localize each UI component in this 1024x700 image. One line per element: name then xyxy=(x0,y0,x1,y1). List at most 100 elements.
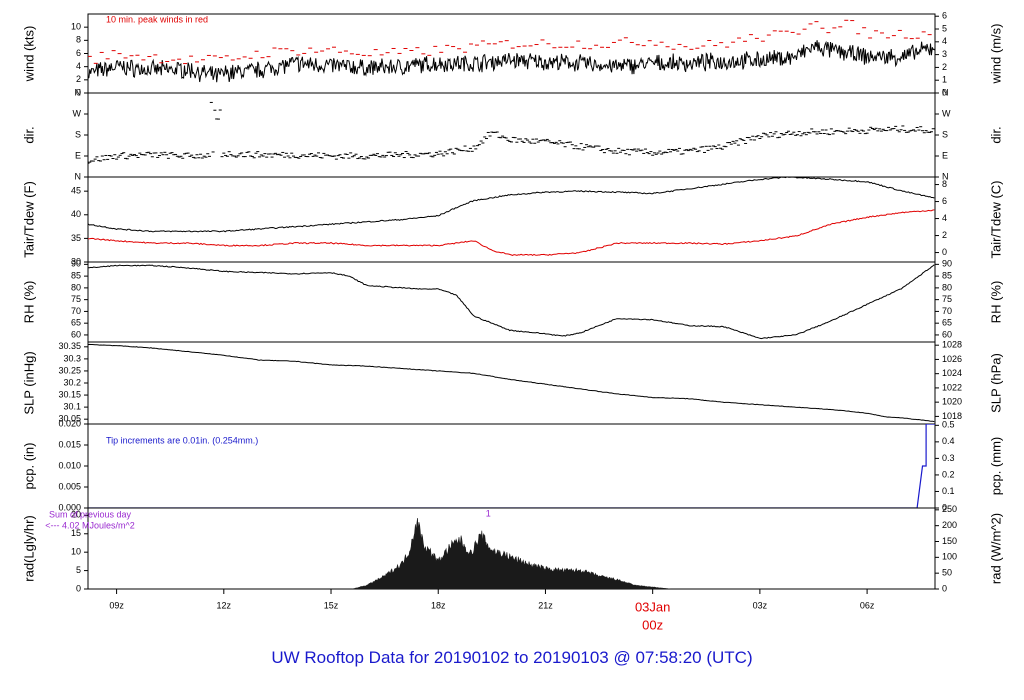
pcp-right-tick-label: 0.1 xyxy=(942,486,955,496)
dir-panel-frame xyxy=(87,92,936,178)
wind-left-tick-label: 6 xyxy=(76,48,81,58)
rad-ylabel-right: rad (W/m^2) xyxy=(988,513,1003,584)
wind-left-tick-label: 10 xyxy=(71,22,81,32)
rh-left-tick-label: 80 xyxy=(71,282,81,292)
temp-left-tick-label: 45 xyxy=(71,186,81,196)
temp-right-tick-label: 2 xyxy=(942,230,947,240)
pcp-annotation: Tip increments are 0.01in. (0.254mm.) xyxy=(106,435,258,445)
pcp-left-tick-label: 0.015 xyxy=(58,439,81,449)
pcp-left-tick-label: 0.020 xyxy=(58,418,81,428)
slp-left-tick-label: 30.3 xyxy=(63,353,81,363)
wind-right-tick-label: 3 xyxy=(942,49,947,59)
wind-right-tick-label: 1 xyxy=(942,75,947,85)
dir-ylabel-right: dir. xyxy=(988,126,1003,143)
rh-right-tick-label: 90 xyxy=(942,259,952,269)
slp-right-tick-label: 1028 xyxy=(942,340,962,350)
slp-left-tick-label: 30.15 xyxy=(58,389,81,399)
rh-right-tick-label: 60 xyxy=(942,329,952,339)
temp-ylabel-right: Tair/Tdew (C) xyxy=(988,180,1003,258)
rh-plot xyxy=(88,264,935,340)
temp-series-Tdew xyxy=(88,209,935,257)
pcp-right-tick-label: 0.2 xyxy=(942,469,955,479)
figure-title: UW Rooftop Data for 20190102 to 20190103… xyxy=(271,648,753,667)
pcp-series-0 xyxy=(88,424,935,508)
wind-annotation: 10 min. peak winds in red xyxy=(106,14,208,24)
dir-left-tick-label: N xyxy=(75,87,82,97)
wind-ylabel-left: wind (kts) xyxy=(21,26,36,83)
rad-left-tick-label: 0 xyxy=(76,583,81,593)
slp-right-tick-label: 1020 xyxy=(942,397,962,407)
x-tick-label: 12z xyxy=(217,600,232,610)
dir-right-tick-label: N xyxy=(942,87,949,97)
rh-left-tick-label: 60 xyxy=(71,329,81,339)
dir-right-tick-label: S xyxy=(942,129,948,139)
temp-left-tick-label: 35 xyxy=(71,233,81,243)
temp-plot xyxy=(88,177,935,257)
temp-ylabel-left: Tair/Tdew (F) xyxy=(21,181,36,258)
rad-right-tick-label: 0 xyxy=(942,583,947,593)
x-tick-label: 09z xyxy=(109,600,124,610)
wind-left-tick-label: 0 xyxy=(76,87,81,97)
dir-left-tick-label: N xyxy=(75,171,82,181)
pcp-plot xyxy=(88,424,935,508)
dir-ylabel-left: dir. xyxy=(21,126,36,143)
temp-series-Tair xyxy=(88,177,935,233)
temp-right-tick-label: 4 xyxy=(942,213,947,223)
wind-right-tick-label: 0 xyxy=(942,87,947,97)
wind-right-tick-label: 2 xyxy=(942,62,947,72)
rad-annotation-bottom: <--- 4.02 MJoules/m^2 xyxy=(45,520,135,530)
x-tick-label: 18z xyxy=(431,600,446,610)
temp-right-tick-label: 8 xyxy=(942,179,947,189)
wind-left-tick-label: 4 xyxy=(76,61,81,71)
rad-marker-label: 1 xyxy=(486,508,491,518)
dir-right-tick-label: E xyxy=(942,150,948,160)
rad-right-tick-label: 250 xyxy=(942,504,957,514)
slp-plot xyxy=(88,343,935,423)
rad-left-tick-label: 15 xyxy=(71,528,81,538)
slp-left-tick-label: 30.35 xyxy=(58,341,81,351)
wind-ylabel-right: wind (m/s) xyxy=(988,24,1003,85)
pcp-right-tick-label: 0.3 xyxy=(942,453,955,463)
rad-right-tick-label: 150 xyxy=(942,536,957,546)
rad-left-tick-label: 10 xyxy=(71,547,81,557)
slp-left-tick-label: 30.1 xyxy=(63,401,81,411)
rh-right-tick-label: 80 xyxy=(942,282,952,292)
dir-right-tick-label: W xyxy=(942,108,951,118)
pcp-left-tick-label: 0.005 xyxy=(58,481,81,491)
rh-right-tick-label: 75 xyxy=(942,294,952,304)
wind-panel-frame xyxy=(87,13,936,94)
rad-left-tick-label: 20 xyxy=(71,510,81,520)
wind-plot xyxy=(88,19,935,83)
rh-left-tick-label: 70 xyxy=(71,306,81,316)
dir-left-tick-label: E xyxy=(75,150,81,160)
rad-series-0 xyxy=(352,517,671,589)
temp-right-tick-label: 0 xyxy=(942,247,947,257)
x-tick-label: 06z xyxy=(860,600,875,610)
slp-series-0 xyxy=(88,343,935,423)
rad-ylabel-left: rad(Lgly/hr) xyxy=(21,515,36,581)
pcp-ylabel-right: pcp. (mm) xyxy=(988,437,1003,496)
pcp-right-tick-label: 0 xyxy=(942,502,947,512)
rad-right-tick-label: 100 xyxy=(942,552,957,562)
rad-annotation-top: Sum of previous day xyxy=(49,509,132,519)
dir-left-tick-label: W xyxy=(73,108,82,118)
slp-left-tick-label: 30.05 xyxy=(58,414,81,424)
slp-ylabel-right: SLP (hPa) xyxy=(988,353,1003,413)
day-marker-label: 03Jan xyxy=(635,599,670,614)
rh-left-tick-label: 90 xyxy=(71,259,81,269)
slp-ylabel-left: SLP (inHg) xyxy=(21,351,36,414)
dir-right-tick-label: N xyxy=(942,171,949,181)
wind-right-tick-label: 6 xyxy=(942,11,947,21)
rad-right-tick-label: 200 xyxy=(942,520,957,530)
wind-series-mean xyxy=(88,40,935,83)
pcp-left-tick-label: 0.010 xyxy=(58,460,81,470)
pcp-right-tick-label: 0.4 xyxy=(942,436,955,446)
pcp-ylabel-left: pcp. (in) xyxy=(21,443,36,490)
dir-left-tick-label: S xyxy=(75,129,81,139)
slp-left-tick-label: 30.2 xyxy=(63,377,81,387)
wind-right-tick-label: 4 xyxy=(942,36,947,46)
rad-plot xyxy=(352,517,671,589)
rh-series-0 xyxy=(88,264,935,340)
rh-right-tick-label: 70 xyxy=(942,306,952,316)
slp-right-tick-label: 1018 xyxy=(942,411,962,421)
